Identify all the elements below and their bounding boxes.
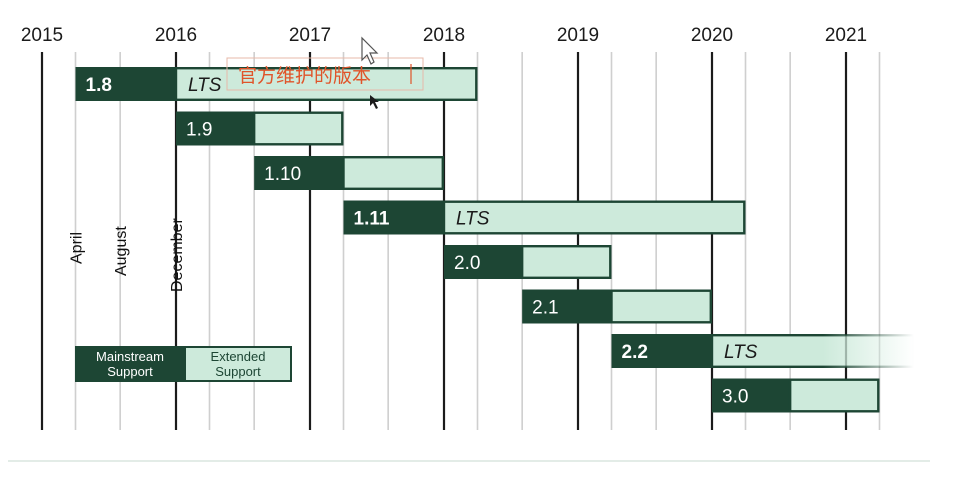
mainstream-bar-2.1 (522, 289, 612, 324)
extended-bar-3.0 (788, 378, 880, 413)
extended-bar-2.0 (520, 244, 612, 279)
year-label-2021: 2021 (825, 25, 867, 46)
version-label-1.10: 1.10 (264, 164, 301, 185)
release-bars: 1.8 LTS 1.9 1.10 1.11 LTS 2.0 2.1 2.2 LTS 3.0 (75, 66, 916, 413)
year-label-2019: 2019 (557, 25, 599, 46)
lts-label-2.2: LTS (724, 342, 758, 363)
legend-label-mainstream: Mainstream (96, 349, 164, 364)
lts-label-1.11: LTS (456, 209, 490, 230)
year-label-2015: 2015 (21, 25, 63, 46)
cursor-shadow-icon (370, 95, 379, 109)
annotation-frame (226, 57, 424, 91)
legend-label-extended: Support (215, 364, 261, 379)
extended-bar-1.11 (442, 200, 746, 235)
month-label-april: April (69, 232, 86, 264)
mainstream-bar-2.2 (611, 334, 712, 368)
year-label-2020: 2020 (691, 25, 733, 46)
release-row-3-0: 3.0 (712, 378, 880, 413)
month-label-december: December (169, 218, 186, 292)
mainstream-bar-2.0 (444, 245, 523, 279)
extended-bar-1.9 (252, 111, 344, 146)
extended-bar-2.1 (610, 289, 713, 324)
mouse-cursor-icon (361, 36, 379, 65)
extended-bar-1.10 (342, 155, 445, 190)
legend-swatch-extended (184, 346, 292, 382)
year-label-2016: 2016 (155, 25, 197, 46)
extended-bar-2.2 (710, 334, 916, 369)
release-row-2-0: 2.0 (444, 244, 612, 279)
month-labels: April August December (69, 218, 187, 292)
lts-label-1.8: LTS (188, 75, 222, 96)
release-row-2-1: 2.1 (522, 289, 713, 324)
legend-swatch-mainstream (75, 346, 185, 382)
version-label-2.0: 2.0 (454, 253, 480, 274)
mainstream-bar-1.10 (254, 156, 344, 190)
mainstream-bar-1.8 (75, 67, 176, 101)
version-label-2.1: 2.1 (532, 298, 558, 319)
version-label-1.9: 1.9 (186, 120, 212, 141)
version-label-1.11: 1.11 (354, 209, 390, 230)
release-row-1-11: 1.11 LTS (343, 200, 746, 235)
annotation-box: 官方维护的版本 (226, 57, 424, 91)
annotation-text: 官方维护的版本 (238, 65, 371, 87)
release-row-2-2: 2.2 LTS (611, 334, 916, 369)
legend-label-extended: Extended (211, 349, 266, 364)
version-label-1.8: 1.8 (86, 75, 112, 96)
release-row-1-9: 1.9 (176, 111, 344, 146)
mainstream-bar-1.11 (343, 200, 444, 235)
release-row-1-8: 1.8 LTS (75, 66, 478, 101)
version-label-2.2: 2.2 (622, 342, 648, 363)
year-tick-labels: 2015 2016 2017 2018 2019 2020 2021 (21, 25, 867, 46)
year-label-2017: 2017 (289, 25, 331, 46)
mainstream-bar-1.9 (176, 111, 255, 146)
mainstream-bar-3.0 (712, 378, 791, 413)
year-label-2018: 2018 (423, 25, 465, 46)
month-label-august: August (113, 226, 130, 276)
extended-bar-1.8 (174, 66, 478, 101)
version-label-3.0: 3.0 (722, 387, 748, 408)
release-row-1-10: 1.10 (254, 155, 445, 190)
legend-label-mainstream: Support (107, 364, 153, 379)
